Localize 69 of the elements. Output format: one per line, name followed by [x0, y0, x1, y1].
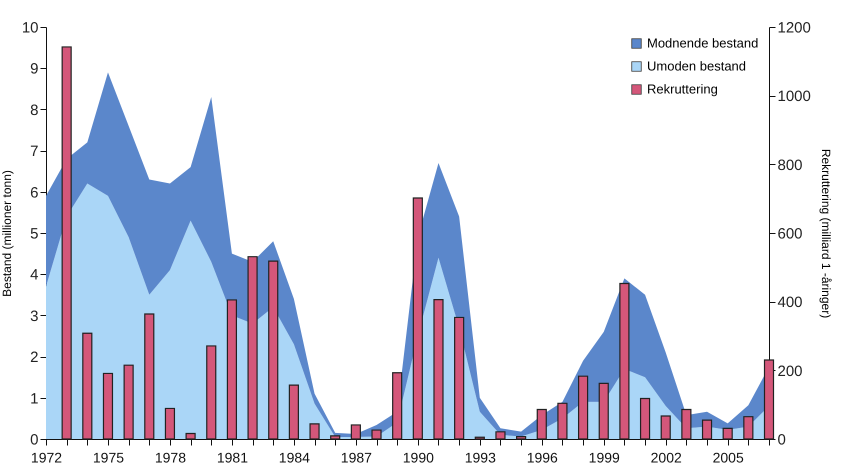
bar	[124, 364, 134, 440]
bar	[454, 316, 464, 440]
bar	[309, 423, 320, 440]
bar	[164, 408, 176, 440]
bar	[495, 431, 506, 440]
bar	[722, 428, 733, 440]
y2-axis-title: Rekruttering (milliard 1 -åringer)	[818, 148, 833, 318]
y-tick-label: 5	[30, 226, 38, 242]
bar	[702, 420, 712, 440]
bar	[288, 384, 299, 440]
y-tick-label: 4	[30, 266, 38, 284]
x-tick-label: 2002	[650, 450, 682, 465]
y-tick-label: 1	[30, 390, 38, 408]
y-tick-label: 6	[30, 184, 38, 202]
bar	[371, 429, 382, 440]
legend-label: Rekruttering	[647, 82, 718, 96]
x-tick-label: 1993	[464, 450, 496, 465]
y-tick-label: 8	[30, 102, 38, 119]
y-tick-label: 7	[30, 143, 38, 160]
y-tick-label: 2	[30, 349, 38, 366]
x-tick-label: 1972	[30, 450, 62, 465]
y-tick-label: 9	[30, 60, 38, 78]
bar	[62, 46, 72, 440]
x-tick-label: 2005	[712, 450, 744, 465]
bar	[392, 372, 402, 440]
y-axis-title: Bestand (millioner tonn)	[0, 170, 14, 297]
y-tick-label: 0	[30, 432, 38, 448]
x-tick-label: 1981	[216, 450, 248, 465]
bar	[82, 332, 92, 440]
y-tick-label: 10	[22, 20, 38, 36]
bar	[247, 256, 258, 440]
bar	[102, 372, 114, 440]
bar	[226, 299, 238, 440]
legend-label: Modnende bestand	[647, 36, 758, 50]
y2-tick-label: 1200	[778, 20, 811, 36]
legend-label: Umoden bestand	[647, 58, 746, 74]
y2-tick-label: 800	[778, 156, 803, 174]
bar	[536, 408, 547, 440]
x-tick-label: 1978	[154, 450, 186, 465]
bar	[557, 402, 568, 440]
bar	[144, 313, 154, 440]
bar	[764, 359, 774, 440]
y2-tick-label: 0	[778, 432, 786, 448]
bar	[619, 282, 630, 440]
x-tick-label: 1990	[402, 450, 434, 465]
y2-tick-label: 600	[778, 226, 803, 242]
bar	[433, 299, 444, 440]
bar	[516, 436, 526, 440]
y2-tick-label: 200	[778, 362, 803, 380]
bar	[681, 408, 692, 440]
x-tick-label: 1984	[278, 450, 310, 465]
bar	[743, 416, 754, 440]
x-tick-label: 1975	[92, 450, 124, 465]
bar	[412, 197, 423, 440]
x-tick-label: 1999	[588, 450, 620, 465]
bar	[206, 345, 216, 440]
bar	[186, 432, 196, 440]
bar	[660, 415, 671, 440]
y-tick-label: 3	[30, 308, 38, 325]
bar	[640, 398, 650, 440]
y2-tick-label: 1000	[778, 88, 811, 106]
y2-tick-label: 400	[778, 294, 803, 312]
bar	[350, 424, 361, 440]
x-tick-label: 1987	[340, 450, 372, 465]
bar	[598, 382, 609, 440]
bar	[330, 435, 340, 440]
bar	[268, 260, 278, 440]
x-tick-label: 1996	[526, 450, 558, 465]
bar	[578, 376, 588, 440]
